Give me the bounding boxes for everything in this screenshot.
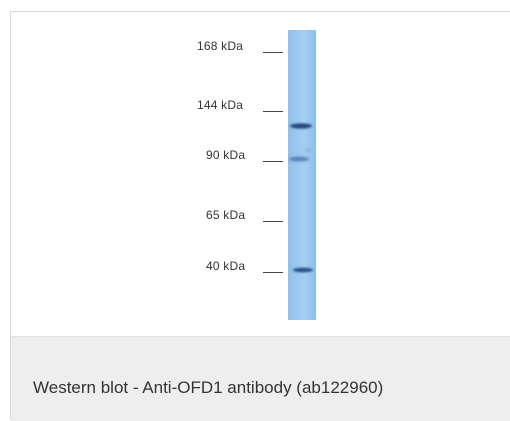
marker-label-65: 65 kDa xyxy=(206,208,246,222)
western-blot-image: 168 kDa 144 kDa 90 kDa 65 kDa 40 kDa xyxy=(11,12,510,336)
band-upper xyxy=(290,123,312,129)
marker-dash-144 xyxy=(263,111,283,112)
marker-dash-90 xyxy=(263,161,283,162)
marker-label-168: 168 kDa xyxy=(197,39,244,53)
marker-dash-65 xyxy=(263,221,283,222)
marker-dash-168 xyxy=(263,52,283,53)
blot-bands xyxy=(289,123,313,273)
band-faint xyxy=(304,148,312,152)
band-middle xyxy=(289,156,309,162)
marker-label-90: 90 kDa xyxy=(206,148,246,162)
band-lower xyxy=(293,267,313,273)
caption-bar: Western blot - Anti-OFD1 antibody (ab122… xyxy=(11,336,510,421)
figure-frame: 168 kDa 144 kDa 90 kDa 65 kDa 40 kDa xyxy=(10,11,510,421)
marker-dash-40 xyxy=(263,272,283,273)
marker-label-40: 40 kDa xyxy=(206,259,246,273)
figure-caption: Western blot - Anti-OFD1 antibody (ab122… xyxy=(33,378,384,397)
marker-label-144: 144 kDa xyxy=(197,98,244,112)
